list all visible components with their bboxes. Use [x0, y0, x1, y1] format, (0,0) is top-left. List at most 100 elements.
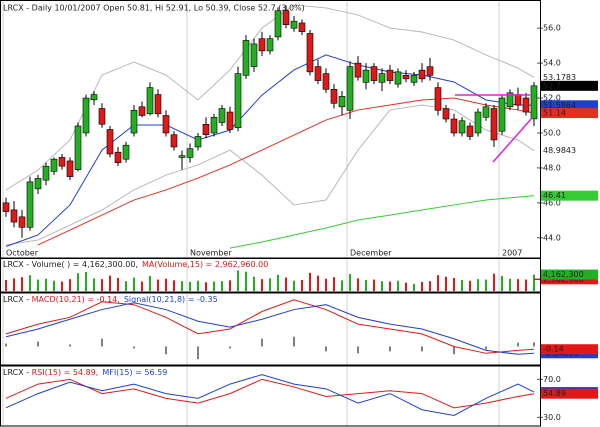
volume-bar — [53, 280, 55, 291]
volume-bar — [69, 279, 71, 291]
candle-body — [290, 20, 298, 29]
volume-bar — [461, 279, 463, 291]
y-tick-label: 54.0 — [543, 59, 561, 68]
volume-bar — [437, 275, 439, 291]
value-label: 4,162,300 — [543, 270, 584, 279]
volume-bar — [485, 279, 487, 291]
value-label: 51.5864 — [543, 101, 576, 110]
volume-bar — [229, 280, 231, 291]
volume-bar — [333, 277, 335, 291]
volume-bar — [157, 279, 159, 291]
candle-body — [442, 108, 450, 120]
panel-title: LRCX - — [3, 295, 32, 304]
volume-bar — [445, 276, 447, 291]
candle-body — [506, 92, 514, 108]
volume-bar — [181, 281, 183, 291]
candle-body — [210, 116, 218, 134]
candle-body — [370, 66, 378, 81]
panel-title: LRCX - Volume( ) = 4,162,300.00, — [3, 260, 138, 269]
volume-bar — [165, 278, 167, 291]
volume-bar — [477, 279, 479, 291]
x-tick-label: October — [6, 249, 39, 258]
value-label-box — [541, 190, 598, 201]
candle-body — [466, 125, 474, 137]
volume-bar — [389, 281, 391, 291]
x-tick-label: November — [190, 249, 232, 258]
volume-bar — [61, 281, 63, 291]
candle-body — [122, 144, 130, 160]
volume-bar — [45, 278, 47, 291]
candle-body — [178, 155, 186, 158]
panel-frame — [0, 257, 541, 293]
value-label: 51.14 — [543, 109, 566, 118]
candle-body — [66, 160, 74, 177]
value-label-box — [541, 388, 598, 399]
value-label-box — [541, 344, 598, 355]
candle-body — [450, 118, 458, 134]
value-label-box — [541, 100, 598, 111]
candle-body — [410, 75, 418, 83]
panel-header: LRCX - MACD(10,21) = -0.14, Signal(10,21,… — [3, 295, 218, 304]
value-label: 46.41 — [543, 191, 566, 200]
volume-bar — [133, 277, 135, 291]
panel-header: LRCX - Volume( ) = 4,162,300.00, MA(Volum… — [3, 260, 268, 269]
candle-body — [34, 178, 42, 190]
candle-body — [266, 38, 274, 52]
volume-bar — [93, 278, 95, 291]
volume-bar — [245, 271, 247, 291]
candle-body — [106, 129, 114, 155]
candle-body — [386, 69, 394, 81]
legend-entry: RSI(15) = 54.89, — [32, 368, 99, 377]
candle-body — [82, 97, 90, 134]
volume-bar — [117, 277, 119, 291]
x-tick-label: December — [350, 249, 392, 258]
candle-body — [474, 111, 482, 134]
candle-body — [74, 125, 82, 170]
legend-entry: MACD(10,21) = -0.14, — [32, 295, 120, 304]
candle-body — [226, 111, 234, 130]
candle-body — [522, 97, 530, 113]
candle-body — [90, 94, 98, 101]
volume-bar — [357, 278, 359, 291]
y-tick-label: 44.0 — [543, 233, 561, 242]
candle-body — [282, 10, 290, 26]
candle-body — [50, 158, 58, 172]
value-label: 53.1783 — [543, 73, 576, 82]
candle-body — [42, 165, 50, 181]
candle-body — [218, 108, 226, 123]
support-line — [492, 117, 533, 163]
volume-bar — [285, 277, 287, 291]
volume-bar — [237, 270, 239, 291]
candle-body — [394, 71, 402, 85]
volume-bar — [29, 275, 31, 291]
volume-bar — [341, 280, 343, 291]
volume-bar — [77, 273, 79, 291]
volume-bar — [37, 279, 39, 291]
candle-body — [402, 75, 410, 80]
value-label: -0.14 — [543, 345, 564, 354]
candle-body — [202, 123, 210, 136]
trend-annotations — [455, 94, 533, 163]
candle-body — [434, 87, 442, 111]
candle-body — [306, 33, 314, 73]
candle-body — [338, 96, 346, 108]
candle-body — [322, 73, 330, 90]
candle-body — [138, 106, 146, 116]
volume-bar — [189, 281, 191, 291]
candle-body — [330, 89, 338, 104]
volume-bar — [469, 280, 471, 291]
volume-bar — [173, 280, 175, 291]
value-label: 48.9843 — [543, 146, 576, 155]
candle-body — [10, 209, 18, 223]
y-tick-label: 52.0 — [543, 94, 561, 103]
volume-bar — [517, 279, 519, 291]
volume-bar — [533, 274, 535, 291]
legend-entry: MFI(15) = 56.59 — [102, 368, 167, 377]
candle-body — [2, 202, 10, 212]
volume-bar — [101, 279, 103, 291]
volume-bar — [429, 281, 431, 291]
y-tick-label: 70.0 — [543, 375, 561, 384]
volume-bar — [365, 279, 367, 291]
candle-body — [314, 66, 322, 81]
